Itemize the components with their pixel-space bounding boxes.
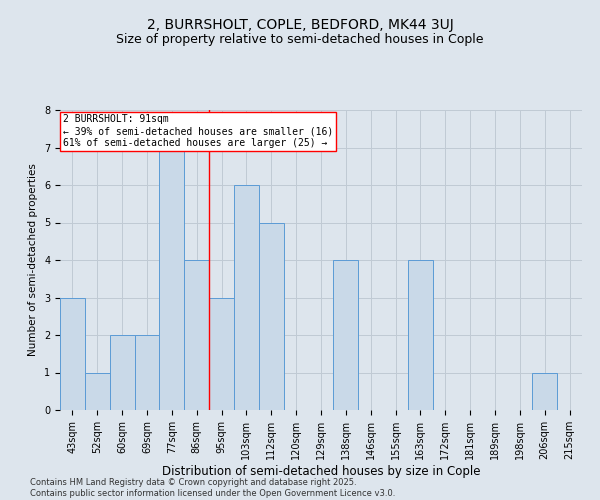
Bar xyxy=(184,260,209,410)
Text: Size of property relative to semi-detached houses in Cople: Size of property relative to semi-detach… xyxy=(116,32,484,46)
X-axis label: Distribution of semi-detached houses by size in Cople: Distribution of semi-detached houses by … xyxy=(162,464,480,477)
Y-axis label: Number of semi-detached properties: Number of semi-detached properties xyxy=(28,164,38,356)
Bar xyxy=(234,185,259,410)
Bar xyxy=(334,260,358,410)
Text: Contains HM Land Registry data © Crown copyright and database right 2025.
Contai: Contains HM Land Registry data © Crown c… xyxy=(30,478,395,498)
Bar xyxy=(110,335,134,410)
Bar xyxy=(60,298,85,410)
Text: 2, BURRSHOLT, COPLE, BEDFORD, MK44 3UJ: 2, BURRSHOLT, COPLE, BEDFORD, MK44 3UJ xyxy=(146,18,454,32)
Text: 2 BURRSHOLT: 91sqm
← 39% of semi-detached houses are smaller (16)
61% of semi-de: 2 BURRSHOLT: 91sqm ← 39% of semi-detache… xyxy=(62,114,333,148)
Bar xyxy=(259,222,284,410)
Bar xyxy=(85,372,110,410)
Bar xyxy=(532,372,557,410)
Bar xyxy=(134,335,160,410)
Bar xyxy=(209,298,234,410)
Bar xyxy=(408,260,433,410)
Bar xyxy=(160,148,184,410)
